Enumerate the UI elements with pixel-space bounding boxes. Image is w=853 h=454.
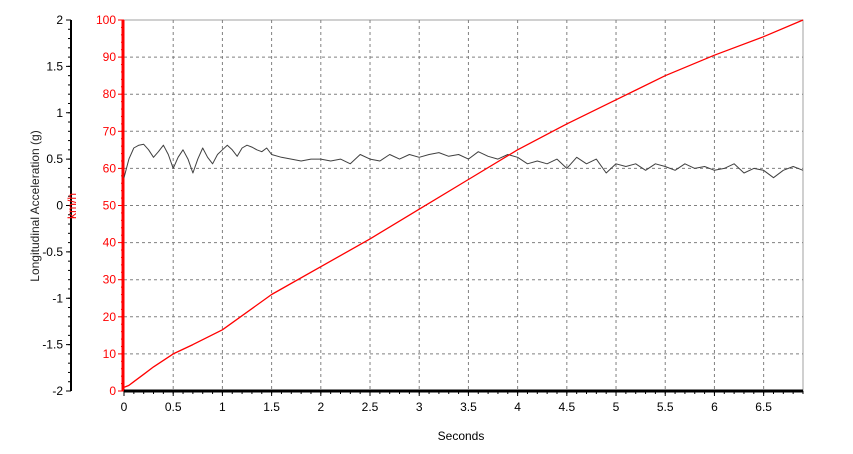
x-tick-label: 5 bbox=[613, 400, 620, 414]
x-tick-label: 5.5 bbox=[657, 400, 674, 414]
x-tick-label: 6.5 bbox=[755, 400, 772, 414]
x-axis-title: Seconds bbox=[438, 429, 485, 443]
accel-tick-label: 0.5 bbox=[46, 152, 63, 166]
left-y-axis: 2 1.5 1 0.5 0 -0.5 -1 -1.5 -2 bbox=[42, 13, 72, 398]
grid bbox=[123, 19, 804, 392]
x-tick-label: 6 bbox=[711, 400, 718, 414]
right-y-axis-title: km/h bbox=[65, 193, 79, 219]
x-tick-label: 0 bbox=[121, 400, 128, 414]
accel-tick-label: 1 bbox=[56, 106, 63, 120]
x-tick-label: 0.5 bbox=[165, 400, 182, 414]
accel-tick-label: -1.5 bbox=[42, 338, 63, 352]
x-tick-label: 3.5 bbox=[460, 400, 477, 414]
x-tick-label: 1 bbox=[219, 400, 226, 414]
accel-tick-label: 2 bbox=[56, 13, 63, 27]
accel-tick-label: -1 bbox=[52, 291, 63, 305]
x-tick-label: 2.5 bbox=[362, 400, 379, 414]
kmh-tick-label: 10 bbox=[103, 347, 117, 361]
acceleration-series-line bbox=[123, 143, 804, 179]
accel-tick-label: 1.5 bbox=[46, 59, 63, 73]
accel-tick-label: 0 bbox=[56, 199, 63, 213]
x-tick-label: 3 bbox=[416, 400, 423, 414]
series-area bbox=[123, 19, 804, 388]
kmh-tick-label: 30 bbox=[103, 273, 117, 287]
kmh-tick-label: 100 bbox=[96, 13, 116, 27]
kmh-tick-label: 20 bbox=[103, 310, 117, 324]
kmh-tick-label: 90 bbox=[103, 50, 117, 64]
kmh-tick-label: 70 bbox=[103, 124, 117, 138]
kmh-tick-label: 60 bbox=[103, 161, 117, 175]
kmh-tick-label: 0 bbox=[109, 384, 116, 398]
kmh-tick-label: 40 bbox=[103, 236, 117, 250]
x-tick-label: 4.5 bbox=[558, 400, 575, 414]
speed-series-line bbox=[123, 19, 804, 388]
kmh-tick-label: 50 bbox=[103, 199, 117, 213]
x-tick-label: 1.5 bbox=[263, 400, 280, 414]
accel-tick-label: -0.5 bbox=[42, 245, 63, 259]
accel-tick-label: -2 bbox=[52, 384, 63, 398]
kmh-tick-label: 80 bbox=[103, 87, 117, 101]
x-axis: 0 0.5 1 1.5 2 2.5 3 3.5 4 4.5 5 5.5 6 6.5 bbox=[121, 389, 804, 414]
x-tick-label: 4 bbox=[514, 400, 521, 414]
left-y-axis-title: Longitudinal Acceleration (g) bbox=[28, 130, 42, 281]
x-tick-label: 2 bbox=[317, 400, 324, 414]
